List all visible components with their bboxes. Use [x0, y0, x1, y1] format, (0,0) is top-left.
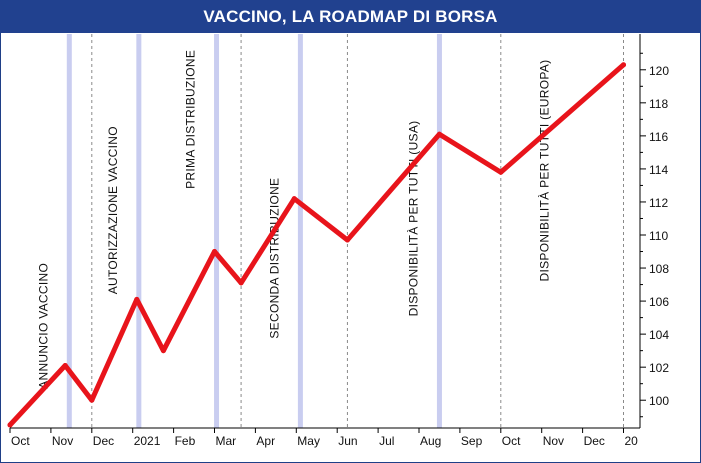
- x-tick-label-10: Aug: [420, 434, 441, 448]
- series-line-layer: [7, 62, 626, 428]
- y-tick-label-1: 102: [649, 361, 669, 375]
- x-tick-label-9: Jul: [379, 434, 394, 448]
- y-tick-label-5: 110: [649, 229, 668, 243]
- x-tick-label-5: Mar: [216, 434, 237, 448]
- event-label-2: PRIMA DISTRIBUZIONE: [184, 50, 198, 189]
- x-tick-label-4: Feb: [175, 434, 196, 448]
- x-tick-label-3: 2021: [134, 434, 161, 448]
- data-point-3: [134, 296, 140, 302]
- y-tick-label-8: 116: [649, 130, 668, 144]
- data-point-4: [160, 348, 166, 354]
- x-tick-label-13: Nov: [543, 434, 564, 448]
- event-labels: ANNUNCIO VACCINO AUTORIZZAZIONE VACCINO PR…: [36, 50, 551, 389]
- event-bands: [66, 34, 573, 428]
- y-tick-label-4: 108: [649, 262, 669, 276]
- event-band-3: [297, 34, 303, 428]
- y-tick-label-3: 106: [649, 295, 669, 309]
- data-point-10: [498, 169, 504, 175]
- y-tick-label-7: 114: [649, 163, 668, 177]
- x-tick-label-12: Oct: [502, 434, 521, 448]
- x-tick-label-8: Jun: [338, 434, 357, 448]
- event-band-2: [214, 34, 220, 428]
- axes: 100 102 104 106 108 110 112 114 116 118 120 Oct Nov D…: [9, 34, 669, 448]
- data-point-11: [621, 62, 626, 68]
- x-tick-label-7: May: [297, 434, 320, 448]
- x-tick-label-15: 20: [625, 434, 639, 448]
- series-line-0: [7, 62, 626, 428]
- x-tick-label-11: Sep: [461, 434, 483, 448]
- data-point-9: [436, 131, 442, 137]
- data-point-5: [212, 249, 217, 255]
- data-point-6: [238, 280, 244, 286]
- y-tick-label-0: 100: [649, 394, 669, 408]
- event-label-0: ANNUNCIO VACCINO: [36, 263, 50, 389]
- x-tick-label-14: Dec: [584, 434, 605, 448]
- event-label-1: AUTORIZZAZIONE VACCINO: [106, 126, 120, 294]
- event-label-4: DISPONIBILITÀ PER TUTTI (USA): [405, 121, 420, 317]
- y-tick-label-6: 112: [649, 196, 668, 210]
- x-tick-label-6: Apr: [256, 434, 275, 448]
- event-band-5: [567, 34, 573, 428]
- y-tick-label-9: 118: [649, 97, 668, 111]
- chart-title: VACCINO, LA ROADMAP DI BORSA: [0, 0, 701, 33]
- event-label-5: DISPONIBILITÀ PER TUTTI (EUROPA): [536, 60, 551, 282]
- y-tick-label-10: 120: [649, 64, 669, 78]
- y-tick-label-2: 104: [649, 328, 669, 342]
- x-tick-label-0: Oct: [11, 434, 30, 448]
- data-point-7: [291, 196, 297, 202]
- data-point-0: [7, 422, 13, 428]
- x-tick-label-2: Dec: [93, 434, 114, 448]
- x-tick-label-1: Nov: [52, 434, 73, 448]
- data-point-1: [62, 363, 68, 369]
- data-point-2: [89, 397, 95, 403]
- event-band-1: [136, 34, 142, 428]
- data-point-8: [344, 237, 350, 243]
- event-band-4: [436, 34, 442, 428]
- event-band-0: [66, 34, 72, 428]
- event-label-3: SECONDA DISTRIBUZIONE: [267, 178, 281, 339]
